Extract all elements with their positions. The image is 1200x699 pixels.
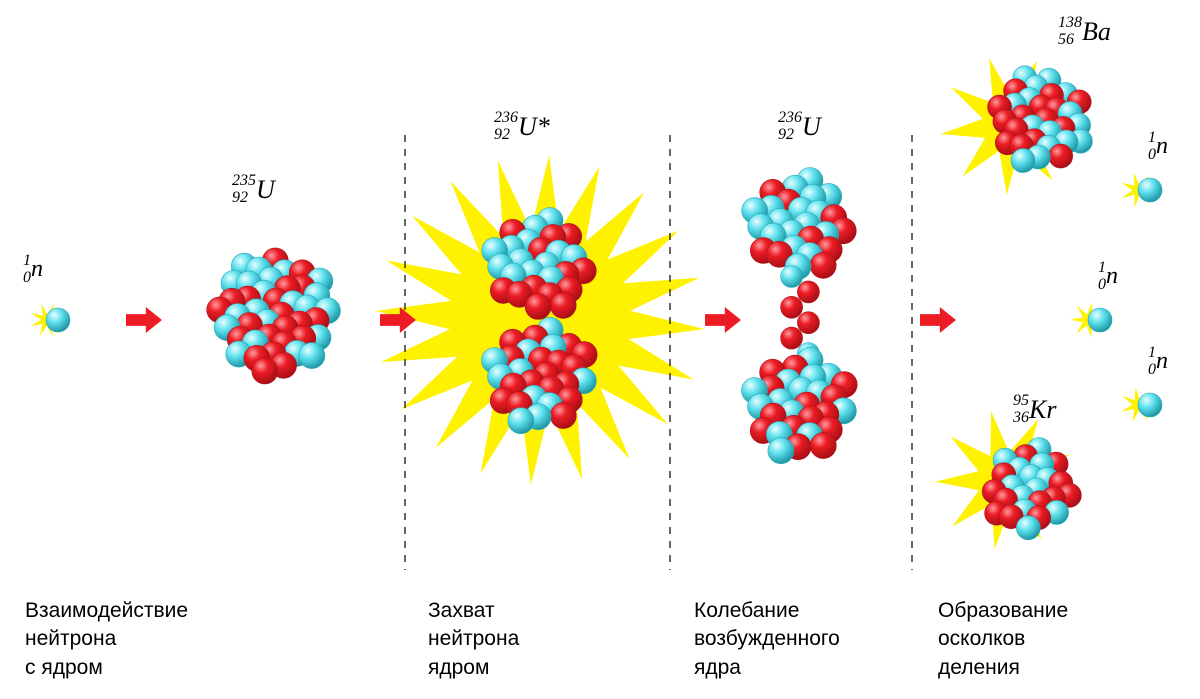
nuclide-Kr95: 95 36 Kr [1013, 393, 1029, 427]
nuclide-free-neutron-3: 1 0 n [1148, 345, 1156, 379]
neutron [1016, 516, 1040, 540]
element-symbol: U [256, 177, 275, 203]
stage-label-capture: Захват нейтрона ядром [428, 597, 519, 682]
nucleus-U236_oscillate_bottom [742, 347, 858, 463]
proton [525, 294, 551, 320]
atomic-number: 0 [23, 270, 31, 287]
bursts-layer [30, 58, 1156, 549]
nucleus-Kr_fragment [982, 438, 1081, 540]
free-neutron-2 [1138, 178, 1162, 202]
stage-label-fragments: Образование осколков деления [938, 597, 1068, 682]
proton [781, 327, 803, 349]
stage-label-interaction: Взаимодействие нейтрона с ядром [25, 597, 188, 682]
proton [252, 358, 278, 384]
flow-arrow-4 [920, 307, 956, 333]
element-symbol: n [1106, 264, 1118, 288]
element-symbol: U [802, 114, 821, 140]
atomic-number: 0 [1098, 277, 1106, 294]
proton [1049, 144, 1073, 168]
element-symbol: n [31, 257, 43, 281]
nuclide-U236: 236 92 U [778, 110, 802, 144]
fission-diagram-canvas [0, 0, 1200, 699]
proton [550, 292, 576, 318]
flow-arrow-1 [126, 307, 162, 333]
mass-number: 138 [1058, 15, 1082, 32]
nucleus-U236_oscillate_top [742, 168, 857, 280]
element-symbol: Kr [1029, 397, 1056, 423]
mass-number: 1 [1148, 345, 1156, 362]
element-symbol: n [1156, 349, 1168, 373]
mass-number: 236 [494, 110, 518, 127]
free-neutron-4 [1138, 393, 1162, 417]
flow-arrow-3 [705, 307, 741, 333]
element-symbol: Ba [1082, 19, 1111, 45]
mass-number: 235 [232, 173, 256, 190]
atomic-number: 0 [1148, 362, 1156, 379]
neutron [768, 438, 794, 464]
element-symbol: U* [518, 114, 550, 140]
neutron [1011, 149, 1035, 173]
proton [810, 433, 836, 459]
mass-number: 1 [23, 253, 31, 270]
atomic-number: 92 [494, 127, 518, 144]
nuclide-free-neutron-2: 1 0 n [1098, 260, 1106, 294]
atomic-number: 92 [778, 127, 802, 144]
burst-excited-U236 [375, 155, 704, 484]
mass-number: 95 [1013, 393, 1029, 410]
element-symbol: n [1156, 134, 1168, 158]
proton [797, 281, 819, 303]
nuclide-U236-excited: 236 92 U* [494, 110, 518, 144]
nuclide-Ba138: 138 56 Ba [1058, 15, 1082, 49]
neutron [299, 343, 325, 369]
nuclide-free-neutron-1: 1 0 n [1148, 130, 1156, 164]
mass-number: 1 [1098, 260, 1106, 277]
proton [550, 403, 576, 429]
atomic-number: 56 [1058, 32, 1082, 49]
clusters-layer [207, 66, 1093, 540]
neutron [508, 408, 534, 434]
mass-number: 236 [778, 110, 802, 127]
stage-label-oscillation: Колебание возбужденного ядра [694, 597, 840, 682]
neutron [781, 266, 803, 288]
proton [810, 252, 836, 278]
atomic-number: 92 [232, 190, 256, 207]
nucleus-U235_nucleus [207, 248, 341, 384]
nuclide-incoming-neutron: 1 0 n [23, 253, 31, 287]
proton [781, 296, 803, 318]
mass-number: 1 [1148, 130, 1156, 147]
atomic-number: 36 [1013, 410, 1029, 427]
free-neutron-1 [46, 308, 70, 332]
nuclide-U235: 235 92 U [232, 173, 256, 207]
proton [797, 312, 819, 334]
free-neutron-3 [1088, 308, 1112, 332]
atomic-number: 0 [1148, 147, 1156, 164]
